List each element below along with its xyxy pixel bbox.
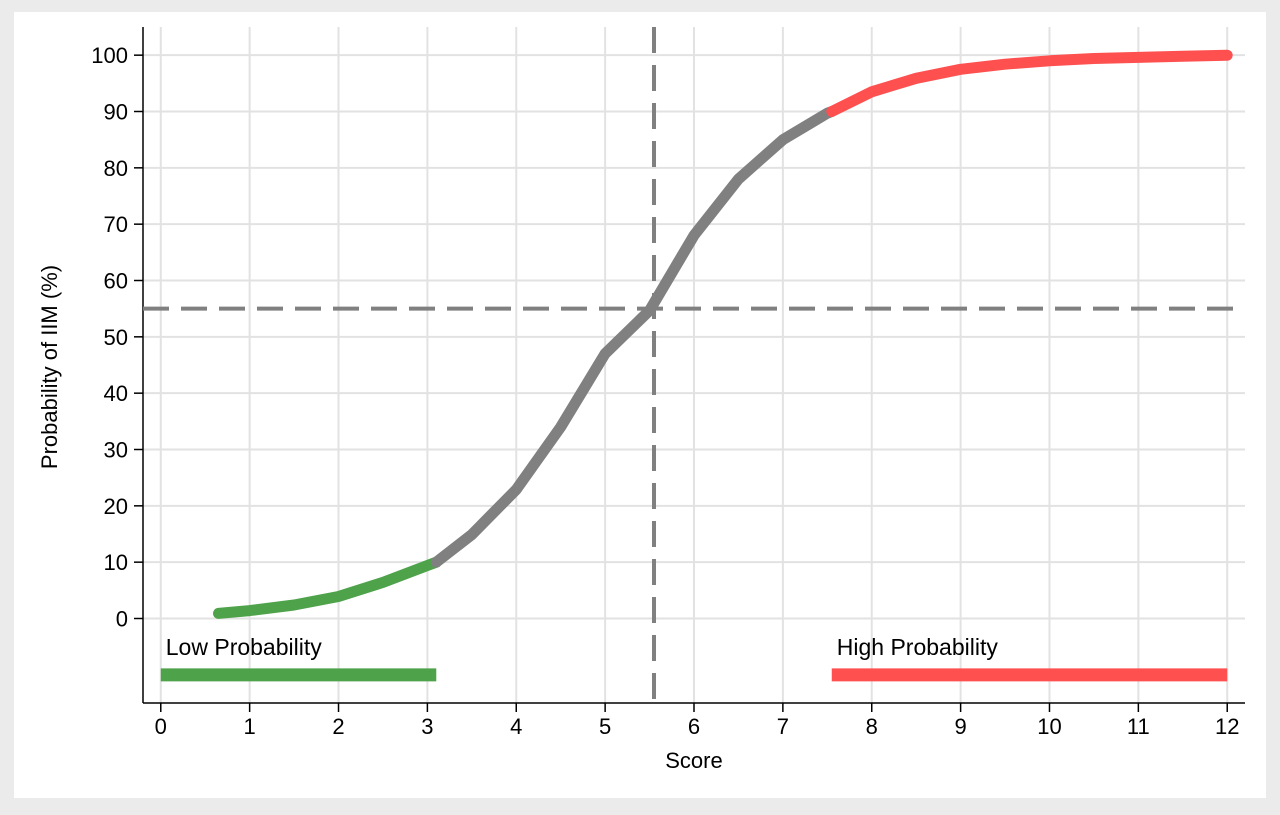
x-tick-label: 0 <box>155 714 167 739</box>
y-tick-label: 100 <box>91 43 128 68</box>
y-tick-label: 80 <box>104 156 128 181</box>
probability-band-label: High Probability <box>837 634 999 660</box>
x-tick-label: 6 <box>688 714 700 739</box>
y-axis-label: Probability of IIM (%) <box>37 265 62 469</box>
x-tick-label: 4 <box>510 714 522 739</box>
x-tick-label: 2 <box>332 714 344 739</box>
probability-bands: Low Probability High Probability <box>160 634 1228 682</box>
x-tick-label: 11 <box>1127 714 1150 739</box>
x-tick-label: 3 <box>421 714 433 739</box>
y-tick-label: 20 <box>104 494 128 519</box>
y-tick-label: 60 <box>104 269 128 294</box>
x-tick-label: 7 <box>777 714 789 739</box>
x-tick-label: 5 <box>599 714 611 739</box>
y-tick-label: 10 <box>104 550 128 575</box>
x-tick-label: 12 <box>1215 714 1239 739</box>
grid <box>143 27 1245 703</box>
x-tick-label: 1 <box>244 714 256 739</box>
x-tick-label: 9 <box>954 714 966 739</box>
x-tick-label: 8 <box>866 714 878 739</box>
curve-segment <box>213 556 442 619</box>
y-tick-label: 90 <box>104 100 128 125</box>
x-tick-label: 10 <box>1037 714 1061 739</box>
y-tick-label: 40 <box>104 381 128 406</box>
x-axis-label: Score <box>665 748 722 773</box>
reference-lines <box>143 27 1245 703</box>
curve-segment <box>826 49 1233 117</box>
y-tick-label: 70 <box>104 212 128 237</box>
y-tick-label: 0 <box>116 607 128 632</box>
y-tick-label: 30 <box>104 438 128 463</box>
probability-band-label: Low Probability <box>166 634 322 660</box>
y-tick-label: 50 <box>104 325 128 350</box>
